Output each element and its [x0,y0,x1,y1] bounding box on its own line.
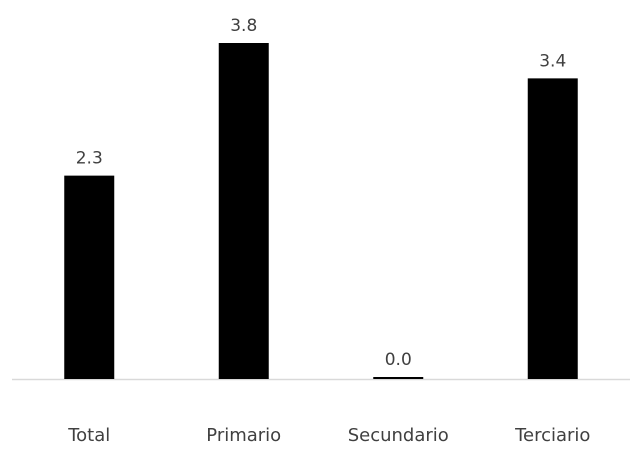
category-label-secundario: Secundario [348,425,449,446]
bar-total [64,175,115,379]
category-label-primario: Primario [206,425,281,446]
data-label-secundario: 0.0 [385,350,412,370]
bars-layer [64,43,578,380]
data-label-total: 2.3 [76,149,103,169]
data-label-primario: 3.8 [230,16,257,36]
data-labels-layer: 2.3 3.8 0.0 3.4 [76,16,567,370]
category-label-total: Total [67,425,110,446]
bar-terciario [527,78,578,380]
data-label-terciario: 3.4 [539,51,566,71]
category-labels-layer: Total Primario Secundario Terciario [67,425,590,446]
bar-primario [218,43,269,379]
bar-secundario [373,377,424,379]
category-label-terciario: Terciario [514,425,590,446]
